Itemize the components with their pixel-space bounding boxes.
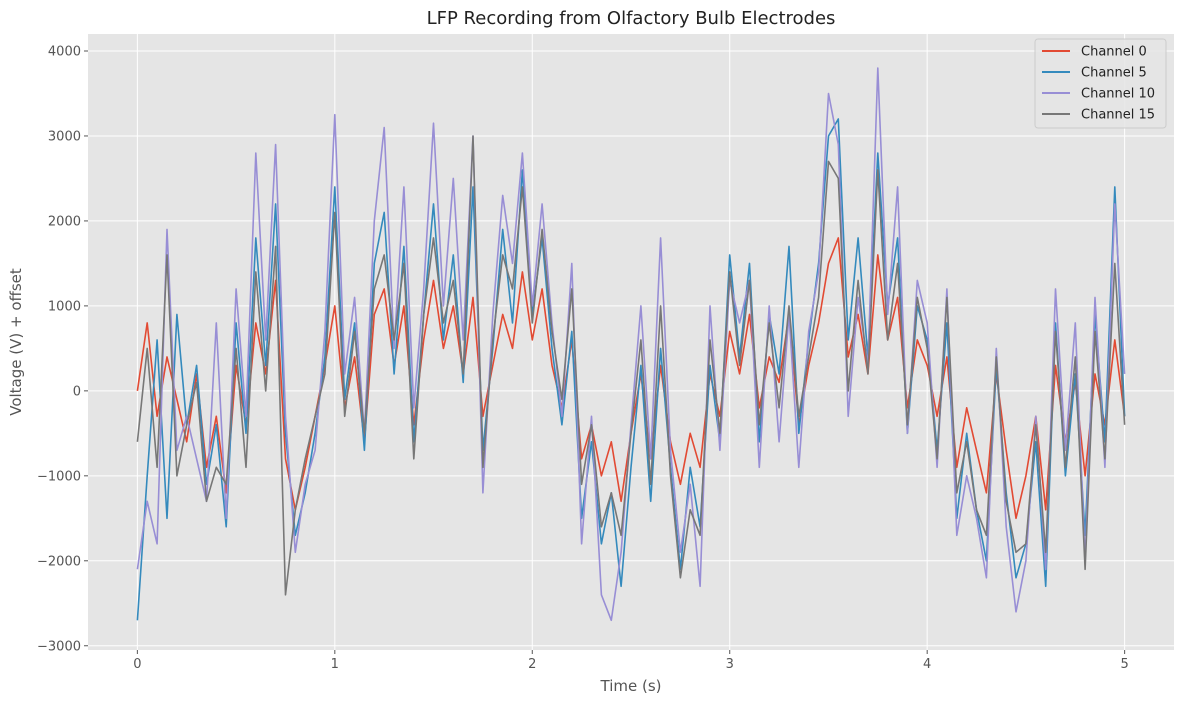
x-tick-label: 2 — [528, 657, 536, 672]
x-tick-label: 1 — [331, 657, 339, 672]
y-axis-label: Voltage (V) + offset — [7, 268, 25, 416]
y-tick-label: 2000 — [48, 214, 81, 229]
y-tick-label: −3000 — [37, 639, 81, 654]
series-line-channel-15 — [136, 135, 1126, 596]
x-tick-label: 3 — [726, 657, 734, 672]
series-lines — [136, 67, 1126, 622]
y-tick-label: −1000 — [37, 469, 81, 484]
x-axis-ticks: 0 1 2 3 4 5 — [133, 650, 1129, 672]
y-tick-label: 3000 — [48, 129, 81, 144]
x-tick-label: 0 — [133, 657, 141, 672]
chart-title: LFP Recording from Olfactory Bulb Electr… — [427, 8, 836, 29]
legend-label: Channel 5 — [1081, 66, 1147, 81]
y-tick-label: 1000 — [48, 299, 81, 314]
x-axis-label: Time (s) — [600, 677, 662, 695]
legend-box — [1034, 38, 1167, 129]
legend-label: Channel 15 — [1081, 108, 1155, 123]
series-line-channel-10 — [136, 67, 1126, 622]
x-tick-label: 5 — [1120, 657, 1128, 672]
legend: Channel 0 Channel 5 Channel 10 Channel 15 — [1034, 38, 1167, 129]
y-tick-label: −2000 — [37, 554, 81, 569]
legend-label: Channel 0 — [1081, 45, 1147, 60]
legend-label: Channel 10 — [1081, 87, 1155, 102]
y-tick-label: 0 — [73, 384, 81, 399]
y-axis-ticks: −3000 −2000 −1000 0 1000 2000 3000 4000 — [37, 44, 88, 654]
grid-lines — [88, 34, 1174, 650]
x-tick-label: 4 — [923, 657, 931, 672]
y-tick-label: 4000 — [48, 44, 81, 59]
